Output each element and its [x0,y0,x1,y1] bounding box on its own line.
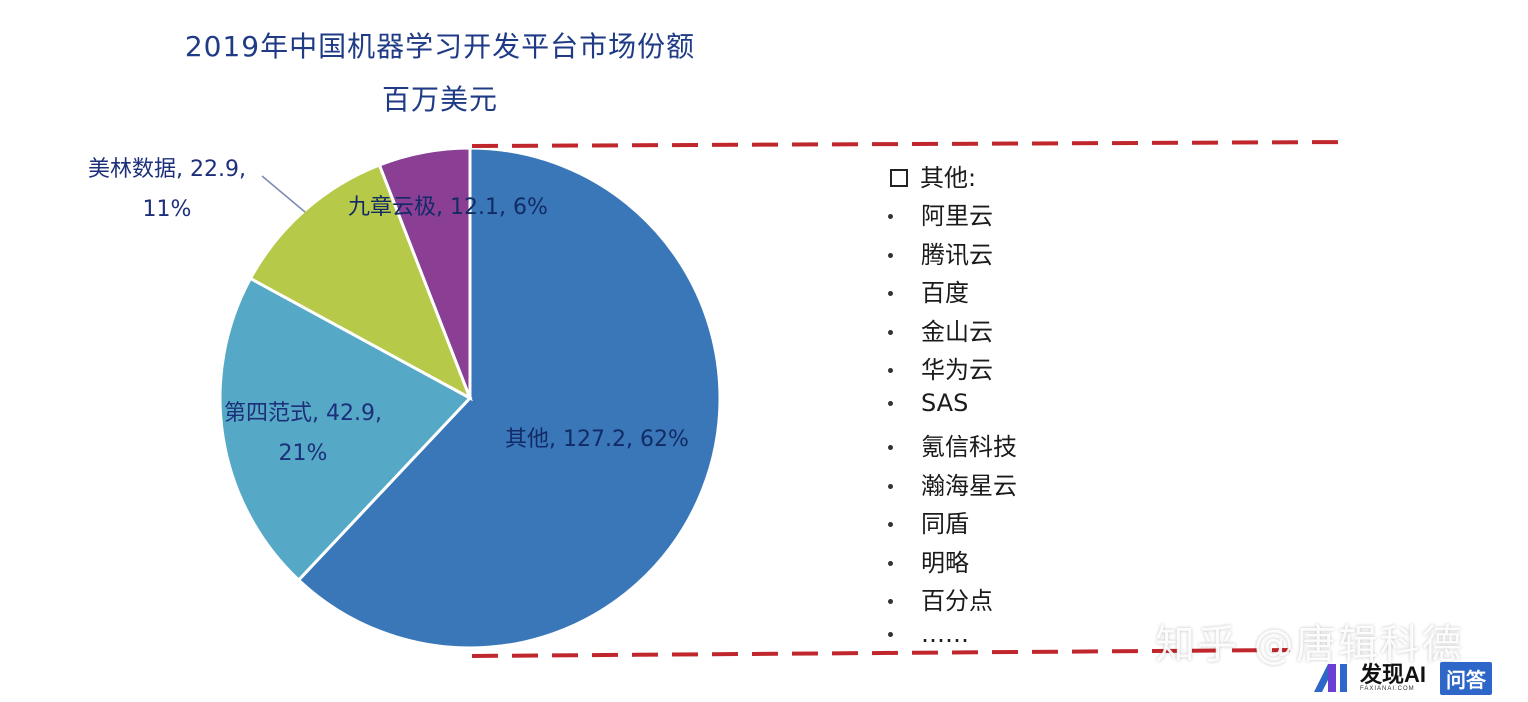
bullet-icon [888,252,893,258]
list-item: 阿里云 [888,196,1017,235]
data-label-meilin: 美林数据, 22.9, 11% [88,157,246,222]
qa-badge[interactable]: 问答 [1440,661,1493,695]
legend-note-heading: 其他: [890,158,976,193]
list-item: 百度 [888,273,1017,312]
leader-line-meilin [261,175,306,213]
list-item: 同盾 [888,504,1017,543]
brand-domain: FAXIANAI.COM [1360,686,1415,692]
pie-slice-0 [296,146,722,650]
chart-subtitle: 百万美元 [381,83,498,116]
bullet-icon [888,560,893,566]
bullet-icon [888,368,893,373]
bullet-icon [888,631,893,637]
brand-logo[interactable]: 发现AI FAXIANAI.COM 问答 [1312,661,1493,695]
bullet-icon [888,483,893,489]
list-item: …… [888,620,1017,659]
checkbox-square-icon [890,169,908,187]
chart-title: 2019年中国机器学习开发平台市场份额 [184,30,696,63]
pie-slice-1 [218,276,473,583]
list-item: 华为云 [888,350,1017,389]
brand-name: 发现AI [1360,662,1427,687]
faxianai-logo-icon [1314,664,1347,692]
legend-note-list: 阿里云 腾讯云 百度 金山云 华为云 SAS 氪信科技 瀚海星云 同盾 明略 百… [888,196,1017,658]
bullet-icon [888,522,893,527]
pie-slice-3 [377,146,472,399]
data-label-qita: 其他, 127.2, 62% [505,427,689,452]
list-item: 金山云 [888,312,1017,351]
list-item: 百分点 [888,581,1017,620]
pie-slice-2 [248,163,473,402]
bullet-icon [888,214,893,219]
bullet-icon [888,291,893,296]
bullet-icon [888,400,893,406]
list-item: 腾讯云 [888,235,1017,274]
bullet-icon [888,329,893,335]
list-item: SAS [888,389,1017,428]
data-label-disifanshi: 第四范式, 42.9, 21% [224,401,382,466]
data-label-jiuzhang: 九章云极, 12.1, 6% [348,195,548,220]
list-item: 明略 [888,543,1017,582]
zhihu-watermark: 知乎 @唐辑科德 [1155,622,1464,668]
list-item: 瀚海星云 [888,466,1017,505]
bullet-icon [888,445,893,450]
bullet-icon [888,599,893,604]
list-item: 氪信科技 [888,427,1017,466]
dashed-border-bottom [471,648,1291,658]
dashed-border-top [471,140,1353,148]
